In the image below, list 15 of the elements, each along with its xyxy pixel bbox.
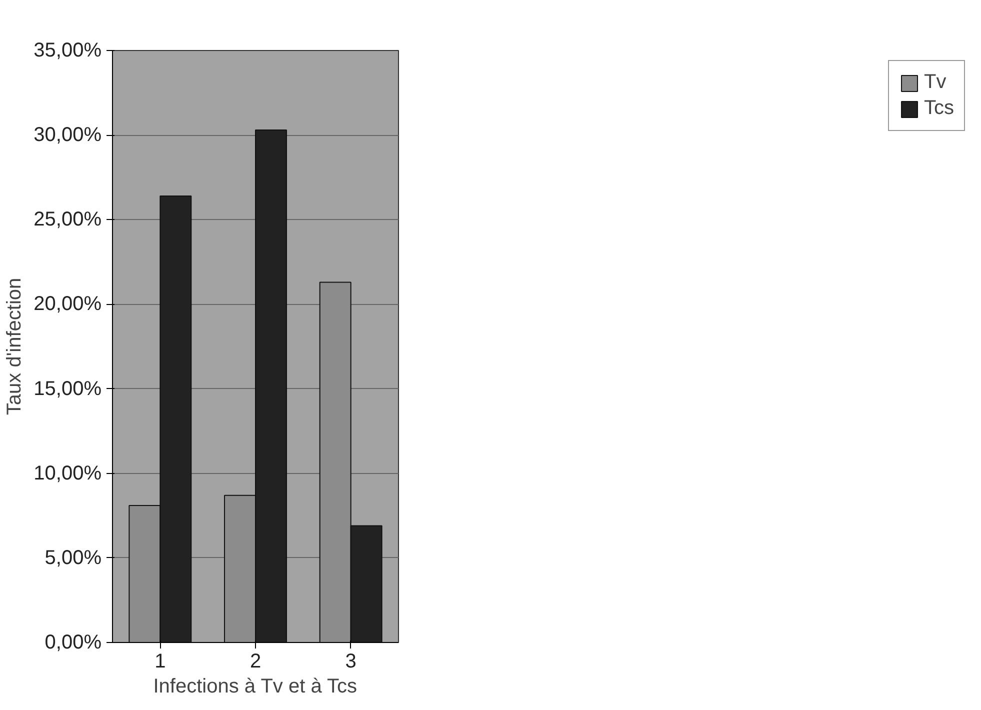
y-tick-label: 5,00% <box>44 546 102 569</box>
y-tick-label: 0,00% <box>44 632 102 654</box>
legend-label: Tv <box>924 71 946 94</box>
legend-label: Tcs <box>924 97 954 120</box>
x-tick-label: 1 <box>154 650 166 672</box>
y-tick-label: 25,00% <box>34 208 102 231</box>
x-tick-label: 2 <box>250 650 262 672</box>
y-tick-label: 15,00% <box>34 378 102 400</box>
y-axis-title: Taux d'infection <box>4 278 26 416</box>
x-tick-label: 3 <box>345 650 356 672</box>
x-axis-title: Infections à Tv et à Tcs <box>153 676 358 698</box>
y-tick-label: 30,00% <box>34 124 102 146</box>
y-tick-label: 10,00% <box>34 462 102 484</box>
y-tick-label: 20,00% <box>34 293 102 316</box>
y-tick-label: 35,00% <box>34 40 102 62</box>
